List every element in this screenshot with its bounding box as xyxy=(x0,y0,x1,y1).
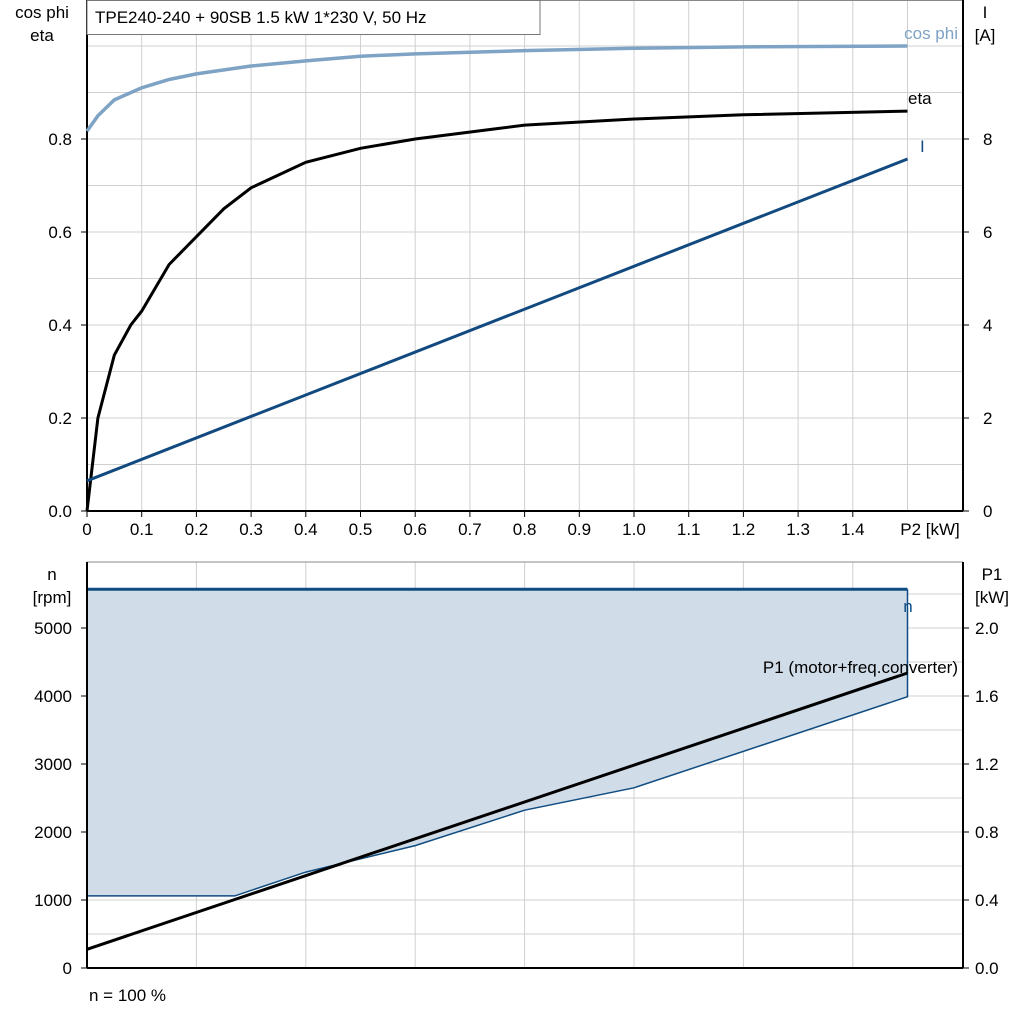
y-left-tick-label: 1000 xyxy=(34,891,72,910)
y-left-tick-label: 0.0 xyxy=(48,502,72,521)
y-left-label: eta xyxy=(30,26,54,45)
y-left-tick-label: 0.6 xyxy=(48,223,72,242)
y-right-tick-label: 0.4 xyxy=(975,891,999,910)
x-tick-label: 0 xyxy=(82,520,91,539)
x-tick-label: 0.8 xyxy=(513,520,537,539)
y-right-tick-label: 0.8 xyxy=(975,823,999,842)
x-tick-label: 0.7 xyxy=(458,520,482,539)
x-tick-label: 0.6 xyxy=(403,520,427,539)
y-left-tick-label: 0 xyxy=(63,959,72,978)
footnote: n = 100 % xyxy=(89,986,166,1005)
y-right-tick-label: 2.0 xyxy=(975,619,999,638)
y-right-tick-label: 6 xyxy=(983,223,992,242)
y-right-tick-label: 2 xyxy=(983,409,992,428)
y-right-tick-label: 1.2 xyxy=(975,755,999,774)
y-left-tick-label: 0.8 xyxy=(48,130,72,149)
x-tick-label: 1.3 xyxy=(786,520,810,539)
y-right-tick-label: 1.6 xyxy=(975,687,999,706)
x-tick-label: 1.2 xyxy=(732,520,756,539)
n-min-curve xyxy=(87,589,909,897)
y-left-label: n xyxy=(47,565,56,584)
y-left-tick-label: 5000 xyxy=(34,619,72,638)
current-curve xyxy=(86,157,909,483)
current-label: I xyxy=(920,137,925,156)
x-tick-label: 0.2 xyxy=(185,520,209,539)
x-axis-label: P2 [kW] xyxy=(900,520,960,539)
n-label: n xyxy=(903,597,912,616)
x-tick-label: 1.1 xyxy=(677,520,701,539)
y-right-tick-label: 0.0 xyxy=(975,959,999,978)
x-tick-label: 1.0 xyxy=(622,520,646,539)
chart-title: TPE240-240 + 90SB 1.5 kW 1*230 V, 50 Hz xyxy=(95,8,427,27)
p1-label: P1 (motor+freq.converter) xyxy=(763,658,958,677)
y-right-label: I xyxy=(983,3,988,22)
cos-phi-curve xyxy=(85,44,908,133)
y-left-label: cos phi xyxy=(15,3,69,22)
x-tick-label: 0.3 xyxy=(239,520,263,539)
n-range-area xyxy=(87,589,908,896)
x-tick-label: 0.5 xyxy=(349,520,373,539)
y-right-label: [A] xyxy=(975,26,996,45)
x-tick-label: 0.4 xyxy=(294,520,318,539)
x-tick-label: 0.1 xyxy=(130,520,154,539)
y-left-tick-label: 3000 xyxy=(34,755,72,774)
y-left-label: [rpm] xyxy=(33,588,72,607)
y-left-tick-label: 0.4 xyxy=(48,316,72,335)
p1-curve xyxy=(86,671,908,951)
x-tick-label: 0.9 xyxy=(567,520,591,539)
y-left-tick-label: 4000 xyxy=(34,687,72,706)
y-right-tick-label: 0 xyxy=(983,502,992,521)
y-right-tick-label: 4 xyxy=(983,316,992,335)
y-right-tick-label: 8 xyxy=(983,130,992,149)
title-box xyxy=(86,0,541,35)
x-tick-label: 1.4 xyxy=(841,520,865,539)
y-left-tick-label: 0.2 xyxy=(48,409,72,428)
eta-curve xyxy=(85,109,908,512)
eta-label: eta xyxy=(908,89,932,108)
y-right-label: P1 xyxy=(982,565,1003,584)
y-left-tick-label: 2000 xyxy=(34,823,72,842)
cos-phi-label: cos phi xyxy=(904,24,958,43)
y-right-label: [kW] xyxy=(975,588,1009,607)
